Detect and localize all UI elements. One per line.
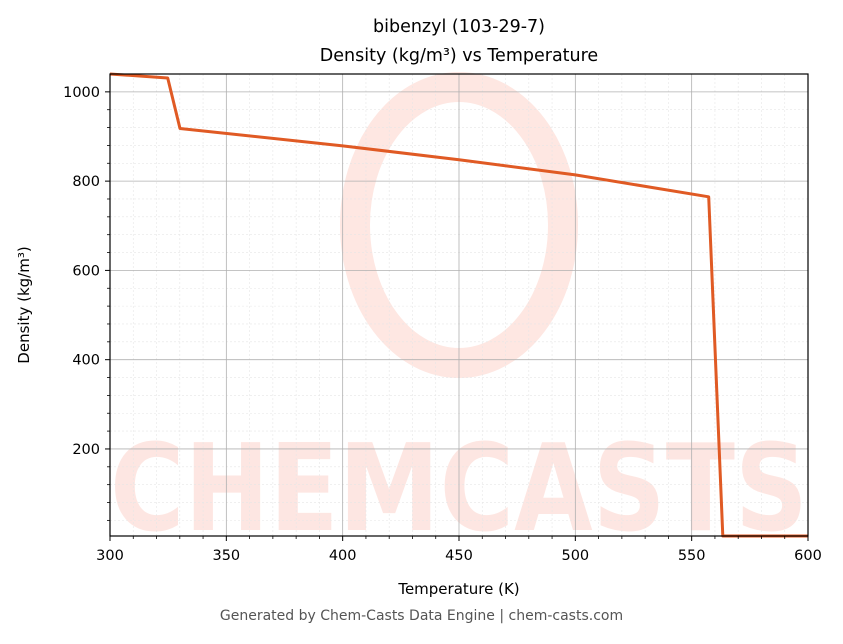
x-tick-label: 450 [445,548,473,564]
density-series-line [109,72,808,538]
footer-credit: Generated by Chem-Casts Data Engine | ch… [219,608,624,624]
x-tick-label: 550 [678,548,706,564]
y-tick-label: 1000 [63,85,100,101]
x-tick-label: 300 [96,548,124,564]
y-tick-label: 600 [72,263,100,279]
x-tick-label: 600 [794,548,822,564]
chart-title: bibenzyl (103-29-7) [373,17,545,37]
y-axis-label: Density (kg/m³) [15,246,33,363]
x-tick-label: 400 [329,548,357,564]
x-axis-label: Temperature (K) [397,580,519,598]
y-tick-label: 400 [72,353,100,369]
ticks-layer: 300 350 400 450 500 550 600 200 400 600 800 1000 [63,85,822,564]
chart-subtitle: Density (kg/m³) vs Temperature [320,46,598,66]
series-layer [109,72,808,538]
x-tick-label: 350 [212,548,240,564]
x-tick-label: 500 [561,548,589,564]
y-tick-label: 800 [72,174,100,190]
y-tick-label: 200 [72,442,100,458]
